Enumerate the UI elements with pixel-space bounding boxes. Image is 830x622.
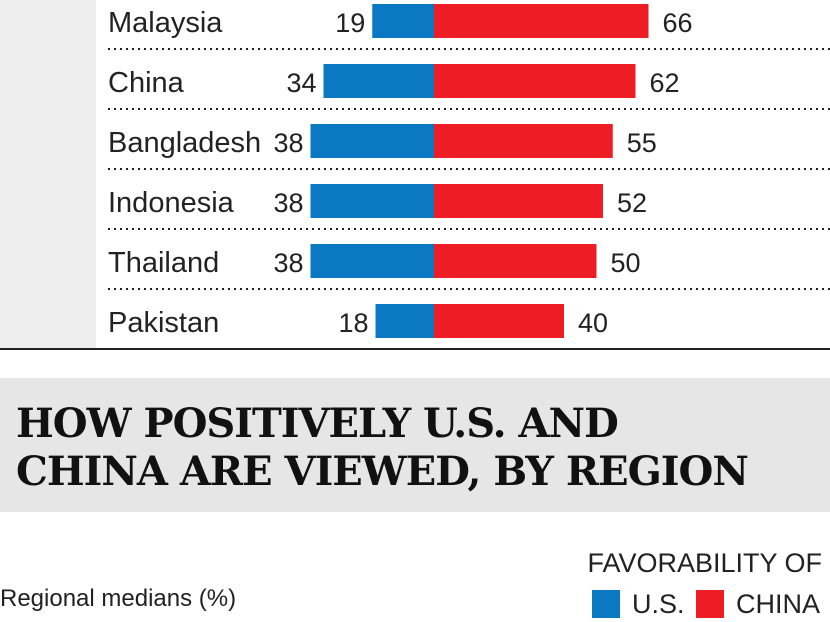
legend-label-china: CHINA [736,588,821,619]
bar-us [310,244,434,278]
value-label-china: 40 [578,308,608,338]
legend-swatch-china [696,590,724,618]
country-label: Bangladesh [108,127,261,159]
value-label-us: 18 [338,308,368,338]
bar-us [372,4,434,38]
bar-us [310,124,434,158]
section-divider [0,348,830,350]
country-favorability-chart: Malaysia1966★★★★★China3462Bangladesh3855… [0,0,830,348]
value-label-us: 19 [335,8,365,38]
flag-strip [0,0,96,348]
value-label-us: 38 [273,188,303,218]
value-label-china: 62 [650,68,680,98]
bar-us [310,184,434,218]
legend-item-us: U.S. [592,588,685,619]
bar-china [434,124,613,158]
country-label: China [108,67,185,99]
bar-china [434,244,597,278]
chart-svg: Malaysia1966★★★★★China3462Bangladesh3855… [24,2,830,340]
page-title: HOW POSITIVELY U.S. AND CHINA ARE VIEWED… [16,400,749,496]
bar-china [434,184,603,218]
page-title-line-1: HOW POSITIVELY U.S. AND [16,400,619,447]
bar-china [434,64,636,98]
value-label-china: 55 [627,128,657,158]
bar-us [323,64,434,98]
value-label-us: 38 [273,248,303,278]
bar-china [434,304,564,338]
legend-item-china: CHINA [696,588,821,619]
value-label-china: 50 [611,248,641,278]
legend-swatch-us [592,590,620,618]
value-label-china: 52 [617,188,647,218]
bar-china [434,4,649,38]
country-label: Indonesia [108,187,235,219]
country-label: Malaysia [108,7,223,39]
legend-heading: FAVORABILITY OF [587,548,822,578]
bar-us [375,304,434,338]
value-label-us: 34 [286,68,316,98]
title-band: HOW POSITIVELY U.S. AND CHINA ARE VIEWED… [0,378,830,512]
value-label-us: 38 [273,128,303,158]
chart-subtitle: Regional medians (%) [0,585,237,612]
value-label-china: 66 [663,8,693,38]
legend-label-us: U.S. [632,588,685,619]
page-title-line-2: CHINA ARE VIEWED, BY REGION [16,448,749,495]
country-label: Pakistan [108,307,219,339]
country-label: Thailand [108,247,219,279]
